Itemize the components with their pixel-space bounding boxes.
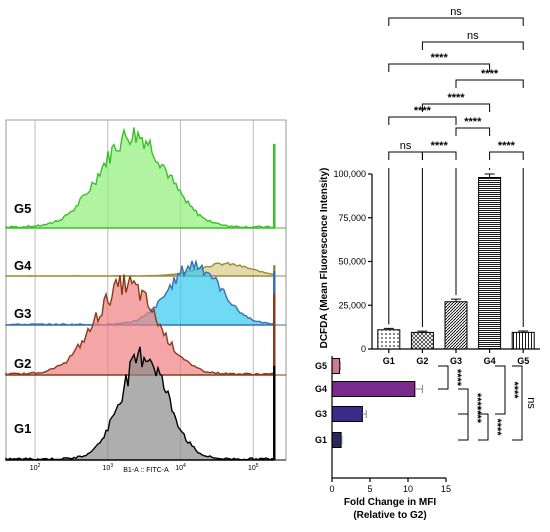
bar-bracket <box>388 116 457 125</box>
bar-error <box>451 298 461 302</box>
fold-bracket-label: **** <box>508 381 520 399</box>
bar-g1 <box>377 329 401 350</box>
histogram-label-g4: G4 <box>14 258 32 273</box>
histogram-g5 <box>5 127 275 229</box>
fold-bracket <box>512 365 523 441</box>
fold-change-bars: G5 G4 G3 G1 <box>315 358 423 448</box>
bar-bracket-label: **** <box>431 52 449 64</box>
bar-axes: 0 25,000 50,000 75,000 100,000 G1 G2 G3 G4 G5 <box>333 169 540 366</box>
bar-bracket <box>388 17 524 26</box>
bar-bracket-label: ns <box>400 140 412 152</box>
flow-x-tick-label: 102 <box>30 463 41 472</box>
fold-bar-g4 <box>331 381 416 397</box>
fold-change-axes: 0 5 10 15 <box>329 356 451 494</box>
fold-change-brackets: ********************ns <box>438 365 537 441</box>
bar-bracket <box>388 63 491 72</box>
bar-bracket-label: **** <box>414 105 432 117</box>
fold-bracket-label: **** <box>471 406 483 424</box>
bar-bracket <box>455 127 491 136</box>
bar-y-tick-label: 100,000 <box>333 169 366 179</box>
fold-bar-error <box>362 410 367 418</box>
histogram-g2 <box>5 274 275 376</box>
fold-bracket <box>438 365 449 390</box>
bar-g5 <box>511 331 535 350</box>
histogram-edge-spike <box>273 294 276 375</box>
bar-x-tick-label: G4 <box>484 356 496 366</box>
bar-y-tick-label: 75,000 <box>338 213 366 223</box>
flow-x-tick-label: 104 <box>175 463 186 472</box>
fold-x-tick-label: 0 <box>329 484 334 494</box>
bar-y-tick-label: 50,000 <box>338 257 366 267</box>
fold-change-x-label: Fold Change in MFI <box>344 497 436 508</box>
bar-g2 <box>410 331 434 350</box>
bar-bracket <box>421 151 457 160</box>
histogram-label-g5: G5 <box>14 201 31 216</box>
fold-x-tick-label: 5 <box>367 484 372 494</box>
fold-y-tick-label: G3 <box>315 409 327 419</box>
fold-y-tick-label: G5 <box>315 361 327 371</box>
bar-x-tick-label: G5 <box>517 356 529 366</box>
bar-y-axis-label: DCFDA (Mean Fluorescence Intensity) <box>319 168 330 349</box>
flow-x-tick-label: 105 <box>248 463 259 472</box>
fold-bar-g1 <box>331 432 342 448</box>
fold-bar-error <box>339 362 341 370</box>
bar-bracket <box>421 41 524 50</box>
bar-x-tick-label: G3 <box>450 356 462 366</box>
bar-marks <box>377 173 535 350</box>
fold-bracket <box>478 413 489 441</box>
flow-x-tick-label: 103 <box>103 463 114 472</box>
flow-x-axis-label: B1-A :: FITC-A <box>123 467 169 474</box>
bar-g3 <box>444 301 468 350</box>
bar-x-tick-label: G1 <box>383 356 395 366</box>
bar-y-tick-label: 25,000 <box>338 300 366 310</box>
bar-g4 <box>478 177 502 350</box>
histogram-label-g1: G1 <box>14 421 31 436</box>
fold-x-tick-label: 15 <box>441 484 451 494</box>
bar-bracket-label: **** <box>498 140 516 152</box>
fold-bar-error <box>341 436 343 444</box>
fold-bracket <box>458 388 469 441</box>
histogram-edge-spike <box>273 365 276 460</box>
histogram-label-g2: G2 <box>14 356 31 371</box>
fold-bracket-label: ns <box>525 397 537 409</box>
fold-bar-error <box>414 385 423 393</box>
fold-bracket <box>458 388 469 415</box>
fold-y-tick-label: G1 <box>315 435 327 445</box>
bar-y-tick-label: 0 <box>361 344 366 354</box>
bar-bracket <box>388 151 423 160</box>
fold-bar-g3 <box>331 406 363 422</box>
bar-bracket <box>421 103 491 112</box>
histogram-edge-spike <box>273 265 276 276</box>
bar-bracket-label: ns <box>450 6 462 18</box>
fold-bracket <box>495 365 506 415</box>
histogram-label-g3: G3 <box>14 306 31 321</box>
fold-x-tick-label: 10 <box>403 484 413 494</box>
fold-bar-g5 <box>331 358 341 374</box>
fold-bracket-label: **** <box>451 369 463 387</box>
flow-histograms: G5 G4 G3 G2 G1 <box>5 127 286 461</box>
bar-error <box>417 330 428 333</box>
bar-error <box>518 330 529 333</box>
bar-bracket <box>489 151 524 160</box>
bar-bracket-label: **** <box>481 68 499 80</box>
bar-bracket-label: **** <box>464 116 482 128</box>
bar-error <box>484 173 495 178</box>
bar-bracket-label: ns <box>467 30 479 42</box>
flow-x-ticks: 102 103 104 105 <box>30 463 259 472</box>
bar-error <box>383 327 394 330</box>
histogram-edge-spike <box>273 143 276 228</box>
fold-y-tick-label: G4 <box>315 384 327 394</box>
fold-bracket-label: **** <box>471 393 483 411</box>
fold-bracket-label: **** <box>491 418 503 436</box>
bar-x-tick-label: G2 <box>416 356 428 366</box>
bar-bracket <box>455 79 524 88</box>
bar-bracket-label: **** <box>431 140 449 152</box>
bar-bracket-label: **** <box>447 92 465 104</box>
fold-change-x-label-2: (Relative to G2) <box>353 510 426 521</box>
